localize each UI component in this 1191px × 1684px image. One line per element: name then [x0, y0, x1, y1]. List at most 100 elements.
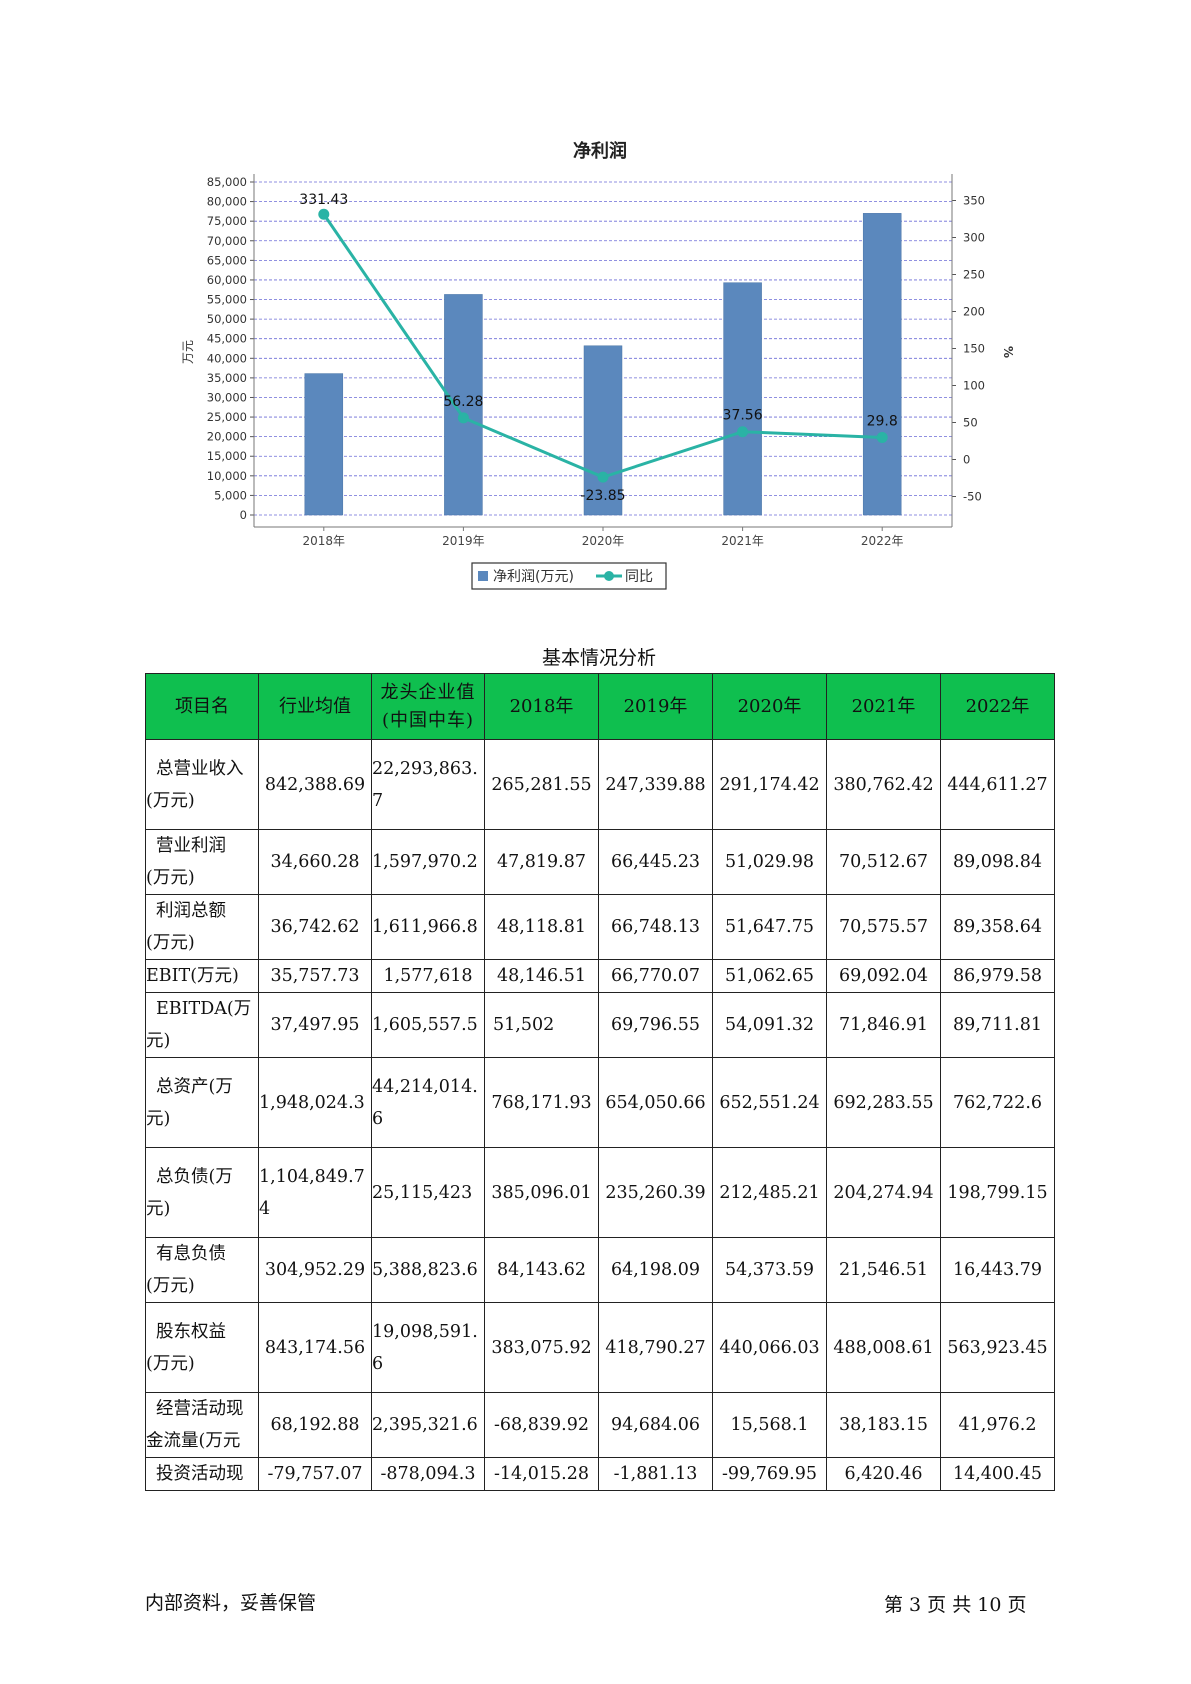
data-cell: 1,577,618 [371, 959, 485, 993]
data-cell: 66,770.07 [598, 959, 713, 993]
data-cell: 66,445.23 [598, 829, 713, 895]
legend-box [471, 562, 667, 590]
data-cell: 41,976.2 [940, 1392, 1055, 1458]
table-row: 投资活动现 -79,757.07 -878,094.3 -14,015.28 -1,88… [145, 1457, 1055, 1491]
legend-line-marker [604, 571, 614, 581]
data-cell: 37,497.95 [258, 992, 372, 1058]
data-cell: 51,062.65 [712, 959, 827, 993]
data-cell: 48,118.81 [484, 894, 599, 960]
data-cell: 265,281.55 [484, 739, 599, 830]
data-cell: 69,092.04 [826, 959, 941, 993]
data-cell: 70,575.57 [826, 894, 941, 960]
row-label: 经营活动现 金流量(万元 [145, 1392, 259, 1458]
y-tick-label: 20,000 [207, 430, 247, 444]
table-row: EBIT(万元) 35,757.73 1,577,618 48,146.51 66,77… [145, 959, 1055, 993]
data-cell: 212,485.21 [712, 1147, 827, 1238]
footer-note: 内部资料，妥善保管 [145, 1592, 317, 1614]
data-cell: 1,605,557.5 [371, 992, 485, 1058]
data-cell: 38,183.15 [826, 1392, 941, 1458]
data-cell: -79,757.07 [258, 1457, 372, 1491]
data-cell: 204,274.94 [826, 1147, 941, 1238]
row-label-line: 总营业收入 [156, 758, 244, 779]
row-label-line: 元) [146, 1198, 171, 1219]
row-label-line: 投资活动现 [156, 1464, 244, 1484]
data-cell: 51,502 [484, 992, 599, 1058]
row-label: 利润总额 (万元) [145, 894, 259, 960]
row-label: 总营业收入 (万元) [145, 739, 259, 830]
data-cell: 5,388,823.6 [371, 1237, 485, 1303]
y2-tick-label: 250 [963, 268, 985, 282]
data-cell: 768,171.93 [484, 1057, 599, 1148]
row-label-line: (万元) [146, 1276, 195, 1296]
data-cell: 51,029.98 [712, 829, 827, 895]
row-label: 营业利润 (万元) [145, 829, 259, 895]
y-tick-label: 10,000 [207, 469, 247, 483]
data-cell: 19,098,591.6 [371, 1302, 485, 1393]
page-number: 第 3 页 共 10 页 [884, 1594, 1027, 1616]
chart-canvas: 净利润 0 5,000 10,000 15,000 20,000 25,000 30,000 3… [181, 140, 1015, 590]
data-cell: 21,546.51 [826, 1237, 941, 1303]
table-row: 总营业收入 (万元) 842,388.69 22,293,863.7 265,281.5… [145, 739, 1055, 830]
data-cell: 64,198.09 [598, 1237, 713, 1303]
y2-tick-label: 300 [963, 231, 985, 245]
y2-tick-label: 200 [963, 305, 985, 319]
header-cell: 行业均值 [258, 673, 372, 740]
row-label: EBIT(万元) [145, 959, 259, 993]
table-row: 营业利润 (万元) 34,660.28 1,597,970.2 47,819.87 66,… [145, 829, 1055, 895]
data-cell: 692,283.55 [826, 1057, 941, 1148]
data-cell: 35,757.73 [258, 959, 372, 993]
y2-tick-label: 150 [963, 342, 985, 356]
data-cell: 69,796.55 [598, 992, 713, 1058]
data-cell: 54,091.32 [712, 992, 827, 1058]
data-cell: 488,008.61 [826, 1302, 941, 1393]
data-cell: 247,339.88 [598, 739, 713, 830]
data-cell: 25,115,423 [371, 1147, 485, 1238]
data-cell: -1,881.13 [598, 1457, 713, 1491]
row-label-line: 有息负债 [156, 1244, 226, 1264]
data-cell: 34,660.28 [258, 829, 372, 895]
row-label: 有息负债 (万元) [145, 1237, 259, 1303]
data-cell: 1,597,970.2 [371, 829, 485, 895]
row-label-line: (万元) [146, 868, 195, 888]
table-row: 总负债(万 元) 1,104,849.74 25,115,423 385,096.01 2… [145, 1147, 1055, 1238]
data-cell: 51,647.75 [712, 894, 827, 960]
data-cell: 54,373.59 [712, 1237, 827, 1303]
bar [862, 213, 902, 516]
row-label-line: (万元) [146, 790, 195, 811]
x-tick-label: 2022年 [861, 534, 904, 548]
data-cell: 843,174.56 [258, 1302, 372, 1393]
table-row: 有息负债 (万元) 304,952.29 5,388,823.6 84,143.62 64… [145, 1237, 1055, 1303]
yoy-point [457, 412, 469, 424]
row-label-line: (万元) [146, 933, 195, 953]
y-tick-label: 5,000 [214, 488, 247, 502]
header-cell: 2020年 [712, 673, 827, 740]
data-cell: 654,050.66 [598, 1057, 713, 1148]
row-label: 股东权益 (万元) [145, 1302, 259, 1393]
row-label-line: EBIT(万元) [146, 966, 239, 986]
table-title: 基本情况分析 [541, 647, 656, 669]
data-cell: 70,512.67 [826, 829, 941, 895]
y-tick-label: 55,000 [207, 293, 247, 307]
y2-tick-label: 100 [963, 379, 985, 393]
data-cell: 762,722.6 [940, 1057, 1055, 1148]
data-cell: 68,192.88 [258, 1392, 372, 1458]
row-label: EBITDA(万 元) [145, 992, 259, 1058]
y2-tick-label: 0 [963, 453, 970, 467]
row-label-line: 股东权益 [156, 1321, 226, 1342]
table-row: 股东权益 (万元) 843,174.56 19,098,591.6 383,075.92… [145, 1302, 1055, 1393]
bar [304, 373, 344, 516]
header-cell: 龙头企业值(中国中车) [371, 673, 485, 740]
x-tick-label: 2020年 [582, 534, 625, 548]
header-cell: 2021年 [826, 673, 941, 740]
data-cell: 418,790.27 [598, 1302, 713, 1393]
y2-tick-label: 350 [963, 194, 985, 208]
basic-analysis-table: 项目名 行业均值 龙头企业值(中国中车) 2018年 2019年 2020年 2021年 20… [145, 673, 1055, 1491]
data-cell: 14,400.45 [940, 1457, 1055, 1491]
data-cell: 1,104,849.74 [258, 1147, 372, 1238]
yoy-point [597, 471, 609, 483]
data-cell: -878,094.3 [371, 1457, 485, 1491]
data-cell: 563,923.45 [940, 1302, 1055, 1393]
data-cell: 47,819.87 [484, 829, 599, 895]
table-header-row: 项目名 行业均值 龙头企业值(中国中车) 2018年 2019年 2020年 2021年 20… [145, 673, 1055, 740]
y-tick-label: 65,000 [207, 253, 247, 267]
